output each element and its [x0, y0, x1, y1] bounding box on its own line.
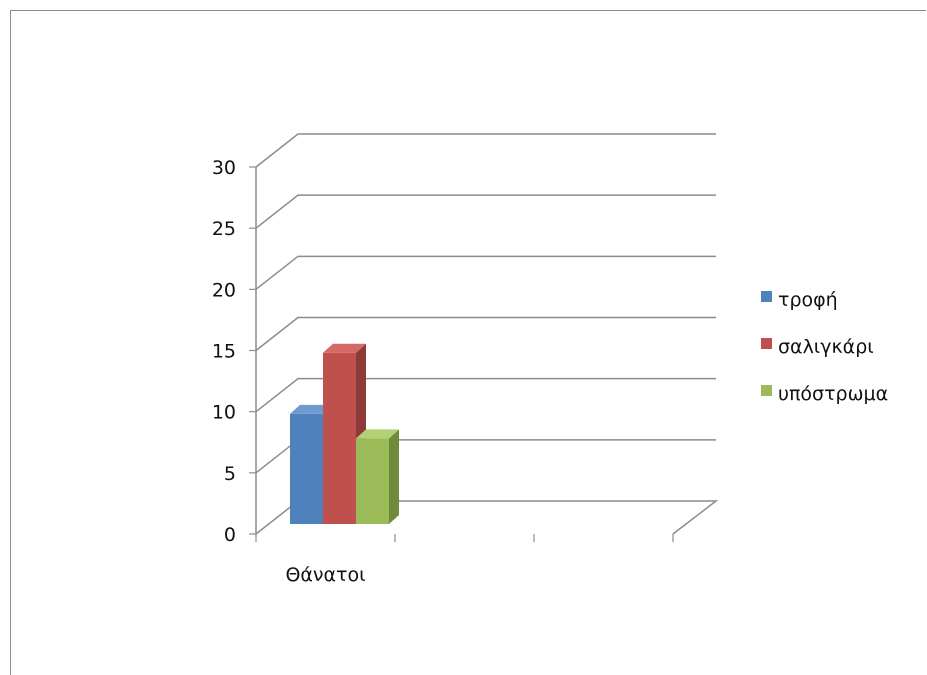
bar-top-face	[323, 343, 366, 353]
y-tick-label: 5	[224, 463, 236, 485]
bar-side-face	[389, 429, 399, 524]
legend-label: σαλιγκάρι	[778, 336, 874, 358]
gridline	[255, 133, 716, 168]
legend-label: τροφή	[778, 289, 838, 311]
y-tick-label: 30	[212, 157, 236, 179]
legend: τροφή σαλιγκάρι υπόστρωμα	[761, 289, 888, 405]
gridline	[255, 194, 716, 229]
bar-front-face	[323, 352, 356, 524]
gridline	[255, 255, 716, 290]
bar-front-face	[356, 438, 389, 524]
y-tick-label: 0	[224, 524, 236, 546]
y-tick-label: 20	[212, 279, 236, 301]
x-axis: Θάνατοι	[255, 534, 674, 586]
chart-frame	[10, 10, 926, 675]
x-category-label: Θάνατοι	[285, 564, 365, 586]
legend-swatch	[761, 385, 772, 396]
y-axis: 0 5 10 15 20 25 30	[212, 157, 256, 546]
floor-outline	[255, 500, 719, 535]
y-tick-label: 25	[212, 218, 236, 240]
y-tick-label: 15	[212, 341, 236, 363]
gridline	[255, 377, 716, 413]
bar-2	[356, 429, 399, 524]
bar-top-face	[356, 429, 399, 439]
y-tick-label: 10	[212, 402, 236, 424]
gridline	[255, 316, 716, 352]
legend-swatch	[761, 338, 772, 349]
bar-top-face	[290, 404, 333, 414]
bars	[290, 343, 399, 524]
bar-front-face	[290, 413, 323, 524]
legend-swatch	[761, 291, 772, 302]
legend-label: υπόστρωμα	[778, 383, 888, 405]
